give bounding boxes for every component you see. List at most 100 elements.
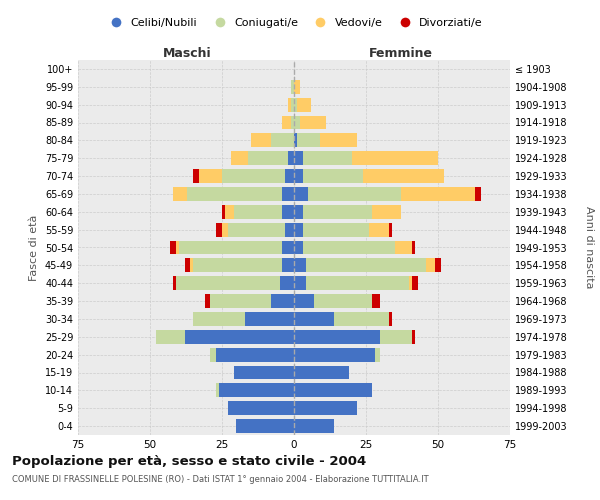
Bar: [222, 205, 225, 219]
Text: COMUNE DI FRASSINELLE POLESINE (RO) - Dati ISTAT 1° gennaio 2004 - Elaborazione : COMUNE DI FRASSINELLE POLESINE (RO) - Da…: [12, 475, 428, 484]
Bar: [225, 205, 233, 219]
Bar: [294, 151, 302, 165]
Bar: [369, 222, 389, 236]
Bar: [294, 419, 334, 433]
Bar: [297, 134, 320, 147]
Bar: [176, 276, 280, 290]
Bar: [156, 330, 185, 344]
Bar: [412, 276, 418, 290]
Bar: [187, 187, 283, 201]
Bar: [288, 151, 294, 165]
Bar: [170, 240, 176, 254]
Bar: [389, 222, 392, 236]
Bar: [283, 187, 294, 201]
Bar: [230, 151, 248, 165]
Bar: [190, 258, 193, 272]
Bar: [251, 134, 271, 147]
Bar: [291, 80, 294, 94]
Bar: [291, 116, 294, 130]
Bar: [286, 222, 294, 236]
Bar: [216, 222, 222, 236]
Bar: [199, 169, 222, 183]
Y-axis label: Fasce di età: Fasce di età: [29, 214, 39, 280]
Bar: [395, 240, 412, 254]
Bar: [228, 222, 286, 236]
Bar: [374, 348, 380, 362]
Bar: [294, 294, 314, 308]
Legend: Celibi/Nubili, Coniugati/e, Vedovi/e, Divorziati/e: Celibi/Nubili, Coniugati/e, Vedovi/e, Di…: [101, 13, 487, 32]
Bar: [245, 312, 294, 326]
Bar: [294, 80, 300, 94]
Bar: [401, 187, 475, 201]
Bar: [294, 258, 305, 272]
Bar: [294, 276, 305, 290]
Bar: [294, 240, 302, 254]
Bar: [185, 258, 190, 272]
Bar: [475, 187, 481, 201]
Bar: [352, 151, 438, 165]
Bar: [291, 98, 294, 112]
Bar: [294, 205, 302, 219]
Bar: [320, 134, 358, 147]
Bar: [305, 258, 427, 272]
Bar: [185, 330, 294, 344]
Bar: [372, 205, 401, 219]
Bar: [219, 384, 294, 398]
Bar: [302, 151, 352, 165]
Bar: [173, 276, 176, 290]
Bar: [314, 294, 372, 308]
Text: Maschi: Maschi: [163, 47, 212, 60]
Bar: [193, 312, 245, 326]
Text: Femmine: Femmine: [368, 47, 433, 60]
Bar: [302, 240, 395, 254]
Bar: [222, 169, 286, 183]
Bar: [294, 366, 349, 380]
Bar: [294, 134, 297, 147]
Bar: [380, 330, 412, 344]
Bar: [409, 276, 412, 290]
Bar: [179, 240, 283, 254]
Bar: [211, 294, 271, 308]
Bar: [248, 151, 288, 165]
Bar: [297, 98, 311, 112]
Bar: [294, 384, 372, 398]
Bar: [412, 240, 415, 254]
Bar: [283, 205, 294, 219]
Bar: [193, 258, 283, 272]
Bar: [412, 330, 415, 344]
Bar: [294, 401, 358, 415]
Bar: [233, 205, 283, 219]
Bar: [205, 294, 211, 308]
Bar: [193, 169, 199, 183]
Bar: [173, 187, 187, 201]
Bar: [271, 134, 294, 147]
Bar: [288, 98, 291, 112]
Bar: [271, 294, 294, 308]
Bar: [233, 366, 294, 380]
Bar: [294, 348, 374, 362]
Bar: [294, 330, 380, 344]
Bar: [300, 116, 326, 130]
Bar: [216, 348, 294, 362]
Bar: [302, 205, 372, 219]
Bar: [216, 384, 219, 398]
Bar: [228, 401, 294, 415]
Bar: [283, 258, 294, 272]
Bar: [294, 187, 308, 201]
Bar: [302, 169, 363, 183]
Bar: [305, 276, 409, 290]
Bar: [308, 187, 401, 201]
Y-axis label: Anni di nascita: Anni di nascita: [584, 206, 594, 289]
Bar: [389, 312, 392, 326]
Bar: [435, 258, 441, 272]
Bar: [427, 258, 435, 272]
Bar: [283, 240, 294, 254]
Bar: [294, 98, 297, 112]
Bar: [222, 222, 228, 236]
Bar: [211, 348, 216, 362]
Bar: [372, 294, 380, 308]
Bar: [363, 169, 444, 183]
Bar: [286, 169, 294, 183]
Bar: [334, 312, 389, 326]
Bar: [294, 169, 302, 183]
